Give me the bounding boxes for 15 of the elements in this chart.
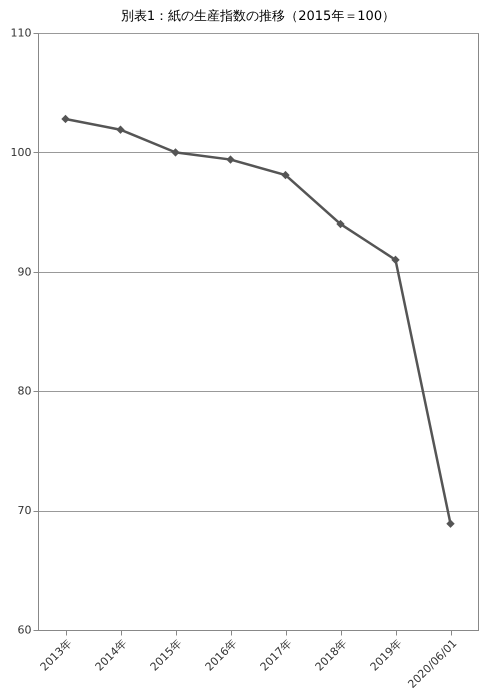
point xyxy=(391,256,400,264)
chart-title: 別表1：紙の生産指数の推移（2015年＝100） xyxy=(120,8,396,24)
y-tick-label: 80 xyxy=(18,384,32,398)
y-tick-label: 100 xyxy=(10,146,32,159)
point xyxy=(446,520,455,528)
y-tick-label: 90 xyxy=(18,265,32,278)
y-tick-label: 70 xyxy=(18,504,32,518)
point xyxy=(336,220,345,228)
point xyxy=(281,170,290,180)
point xyxy=(226,155,235,164)
y-tick-label: 60 xyxy=(18,624,32,636)
point xyxy=(171,148,180,157)
point xyxy=(61,114,70,124)
y-tick-label: 110 xyxy=(10,26,32,40)
point xyxy=(116,126,125,134)
